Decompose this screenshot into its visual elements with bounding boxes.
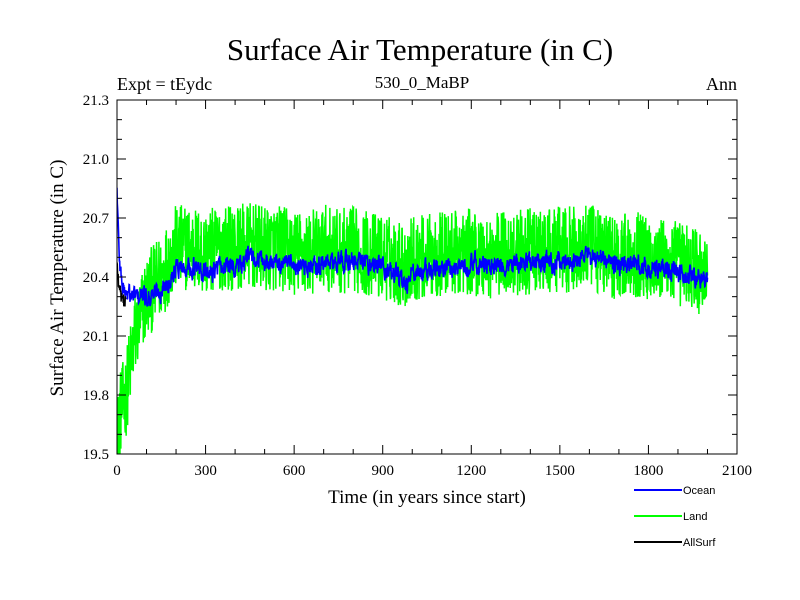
x-tick-label: 1500	[545, 463, 575, 479]
y-tick-label: 21.0	[83, 152, 109, 168]
season-label: Ann	[706, 74, 737, 94]
y-tick-label: 20.4	[83, 270, 110, 286]
y-tick-label: 19.8	[83, 388, 109, 404]
legend-label-land: Land	[683, 511, 707, 523]
x-tick-label: 900	[371, 463, 394, 479]
y-tick-label: 21.3	[83, 93, 109, 109]
y-tick-label: 19.5	[83, 447, 109, 463]
chart-title: Surface Air Temperature (in C)	[227, 32, 613, 67]
period-label: 530_0_MaBP	[375, 73, 469, 92]
legend-label-allsurf: AllSurf	[683, 537, 716, 549]
legend-label-ocean: Ocean	[683, 485, 715, 497]
series-line-ocean	[117, 187, 709, 307]
legend: Ocean Land AllSurf	[634, 485, 716, 549]
x-tick-label: 1800	[633, 463, 663, 479]
y-tick-label: 20.1	[83, 329, 109, 345]
series-line-allsurf	[117, 262, 127, 307]
y-axis-label: Surface Air Temperature (in C)	[47, 160, 68, 397]
experiment-label: Expt = tEydc	[117, 74, 212, 94]
x-tick-label: 2100	[722, 463, 752, 479]
x-axis-label: Time (in years since start)	[328, 487, 526, 508]
y-tick-label: 20.7	[83, 211, 110, 227]
ticks-layer: 0 300 600 900 1200 1500 1800 2100 19.5 19.8 20.1 20…	[83, 93, 752, 479]
x-tick-label: 300	[194, 463, 217, 479]
series-line-land	[117, 203, 709, 454]
x-tick-label: 600	[283, 463, 306, 479]
series-layer	[117, 187, 709, 454]
x-tick-label: 0	[113, 463, 121, 479]
x-tick-label: 1200	[456, 463, 486, 479]
